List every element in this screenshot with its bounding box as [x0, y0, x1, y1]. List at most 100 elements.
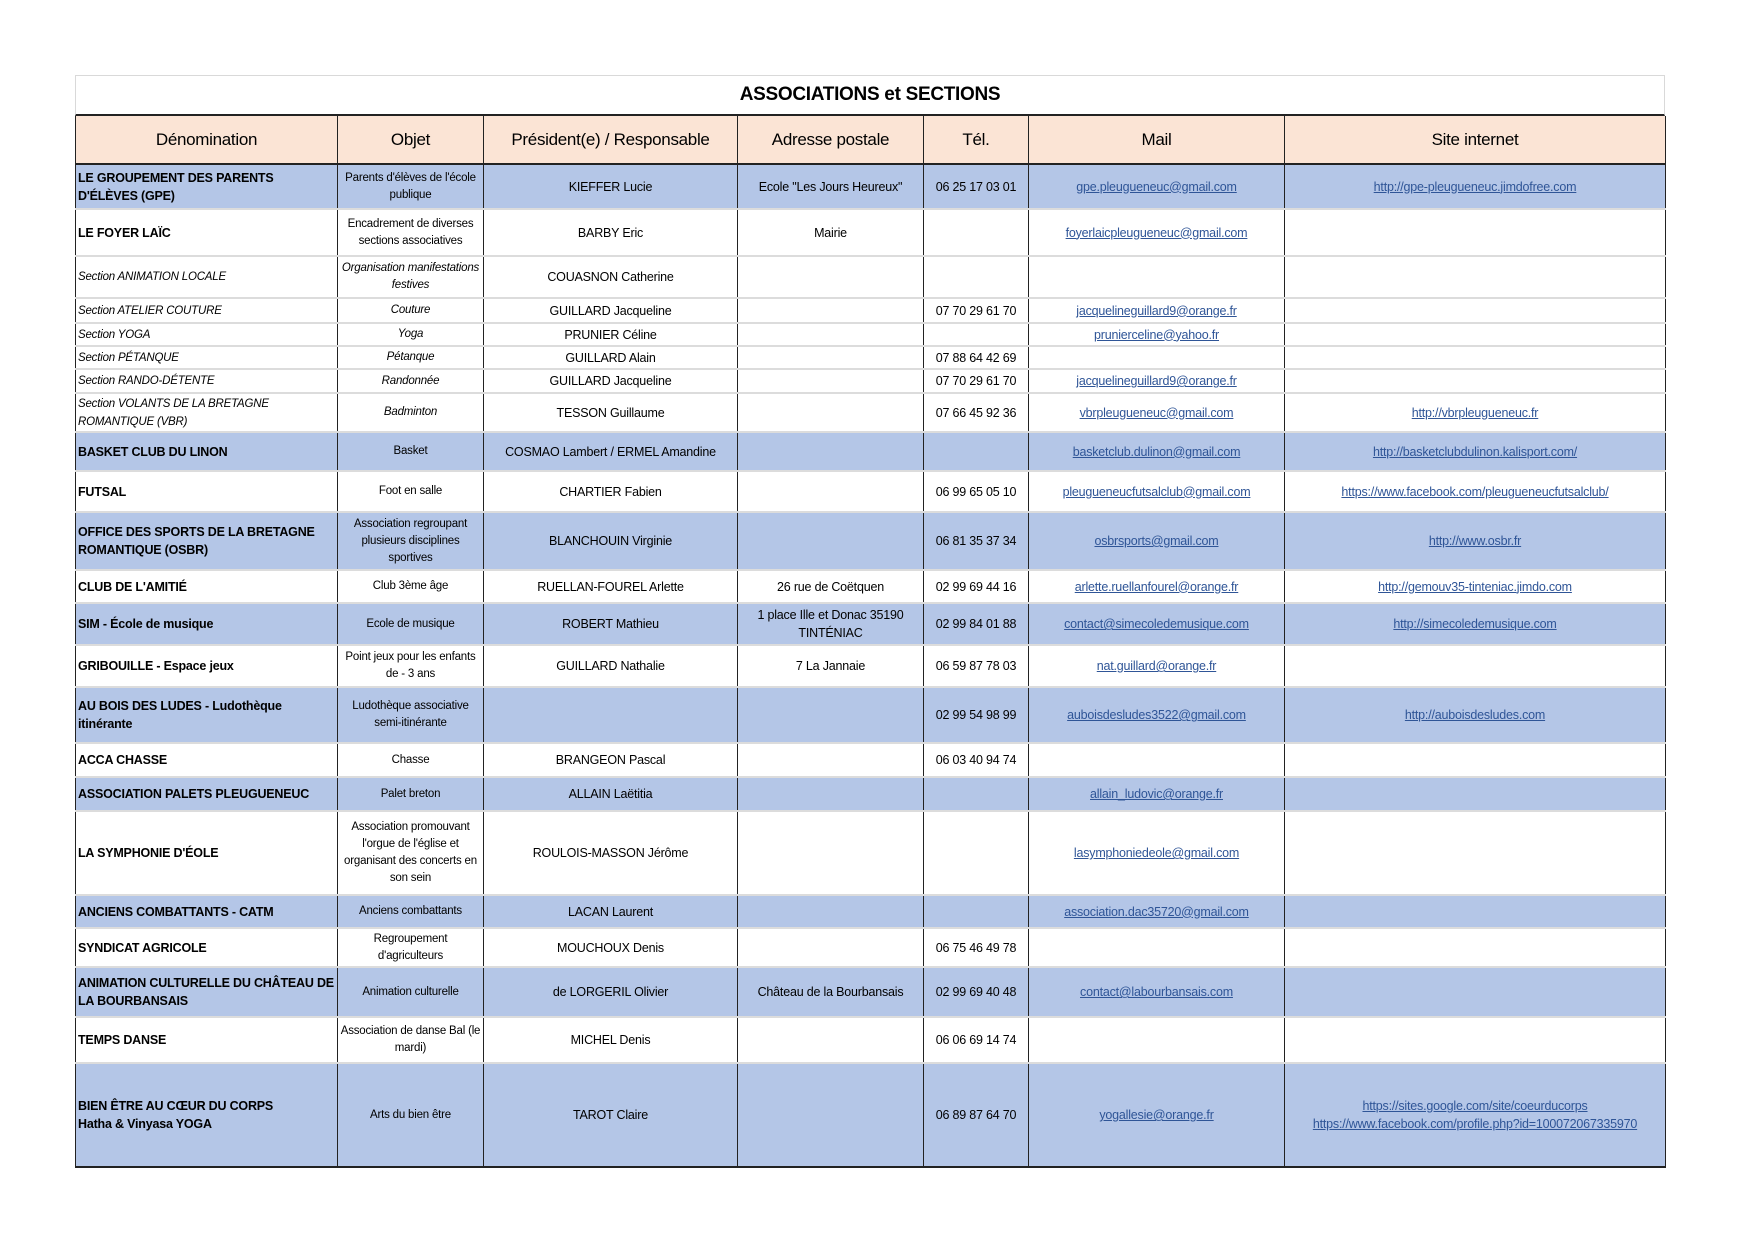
- mail-cell: foyerlaicpleugueneuc@gmail.com: [1028, 209, 1285, 257]
- mail-cell: gpe.pleugueneuc@gmail.com: [1028, 164, 1285, 210]
- mail-link[interactable]: allain_ludovic@orange.fr: [1090, 787, 1223, 801]
- table-row: ANIMATION CULTURELLE DU CHÂTEAU DE LA BO…: [75, 967, 1666, 1018]
- adresse-cell: [737, 346, 924, 370]
- denomination-cell: Section PÉTANQUE: [75, 346, 338, 370]
- site-cell: http://simecoledemusique.com: [1284, 603, 1666, 646]
- adresse-cell: [737, 369, 924, 394]
- objet-cell: Ecole de musique: [337, 603, 484, 646]
- president-cell: LACAN Laurent: [483, 895, 738, 929]
- president-cell: CHARTIER Fabien: [483, 471, 738, 513]
- table-row: LE GROUPEMENT DES PARENTS D'ÉLÈVES (GPE)…: [75, 164, 1666, 210]
- site-cell: http://gemouv35-tinteniac.jimdo.com: [1284, 570, 1666, 604]
- website-link[interactable]: http://vbrpleugueneuc.fr: [1411, 405, 1539, 420]
- president-cell: TAROT Claire: [483, 1063, 738, 1168]
- table-row: Section ATELIER COUTURE Couture GUILLARD J…: [75, 298, 1666, 324]
- site-cell: [1284, 346, 1666, 370]
- denomination-cell: Section ANIMATION LOCALE: [75, 256, 338, 299]
- mail-cell: [1028, 346, 1285, 370]
- mail-link[interactable]: jacquelineguillard9@orange.fr: [1076, 303, 1237, 318]
- tel-cell: 06 03 40 94 74: [923, 743, 1029, 778]
- website-link[interactable]: https://sites.google.com/site/coeurducor…: [1312, 1099, 1638, 1131]
- table-row: AU BOIS DES LUDES - Ludothèque itinérant…: [75, 687, 1666, 744]
- site-cell: http://basketclubdulinon.kalisport.com/: [1284, 432, 1666, 472]
- mail-link[interactable]: lasymphoniedeole@gmail.com: [1073, 846, 1240, 860]
- site-cell: https://www.facebook.com/pleugueneucfuts…: [1284, 471, 1666, 513]
- mail-link[interactable]: yogallesie@orange.fr: [1099, 1108, 1214, 1122]
- denomination-cell: ASSOCIATION PALETS PLEUGUENEUC: [75, 777, 338, 812]
- denomination-cell: CLUB DE L'AMITIÉ: [75, 570, 338, 604]
- adresse-cell: [737, 777, 924, 812]
- president-cell: BRANGEON Pascal: [483, 743, 738, 778]
- objet-cell: Association de danse Bal (le mardi): [337, 1017, 484, 1064]
- denomination-cell: ANCIENS COMBATTANTS - CATM: [75, 895, 338, 929]
- objet-cell: Basket: [337, 432, 484, 472]
- president-cell: GUILLARD Alain: [483, 346, 738, 370]
- president-cell: COUASNON Catherine: [483, 256, 738, 299]
- mail-link[interactable]: arlette.ruellanfourel@orange.fr: [1074, 579, 1239, 594]
- mail-link[interactable]: nat.guillard@orange.fr: [1096, 659, 1217, 673]
- objet-cell: Arts du bien être: [337, 1063, 484, 1168]
- mail-cell: association.dac35720@gmail.com: [1028, 895, 1285, 929]
- tel-cell: 07 66 45 92 36: [923, 393, 1029, 433]
- president-cell: [483, 687, 738, 744]
- mail-cell: yogallesie@orange.fr: [1028, 1063, 1285, 1168]
- objet-cell: Regroupement d'agriculteurs: [337, 928, 484, 968]
- mail-link[interactable]: prunierceline@yahoo.fr: [1093, 327, 1220, 342]
- president-cell: de LORGERIL Olivier: [483, 967, 738, 1018]
- denomination-cell: GRIBOUILLE - Espace jeux: [75, 645, 338, 688]
- website-link[interactable]: http://simecoledemusique.com: [1393, 617, 1557, 631]
- denomination-cell: SIM - École de musique: [75, 603, 338, 646]
- mail-cell: lasymphoniedeole@gmail.com: [1028, 811, 1285, 896]
- objet-cell: Palet breton: [337, 777, 484, 812]
- page-title: ASSOCIATIONS et SECTIONS: [75, 75, 1665, 116]
- adresse-cell: [737, 895, 924, 929]
- objet-cell: Parents d'élèves de l'école publique: [337, 164, 484, 210]
- table-row: LA SYMPHONIE D'ÉOLE Association promouvan…: [75, 811, 1666, 896]
- mail-cell: vbrpleugueneuc@gmail.com: [1028, 393, 1285, 433]
- mail-link[interactable]: gpe.pleugueneuc@gmail.com: [1076, 179, 1237, 194]
- site-cell: [1284, 256, 1666, 299]
- adresse-cell: [737, 928, 924, 968]
- website-link[interactable]: http://www.osbr.fr: [1428, 534, 1522, 548]
- website-link[interactable]: http://gemouv35-tinteniac.jimdo.com: [1378, 579, 1572, 594]
- website-link[interactable]: http://auboisdesludes.com: [1404, 708, 1546, 722]
- denomination-cell: AU BOIS DES LUDES - Ludothèque itinérant…: [75, 687, 338, 744]
- adresse-cell: [737, 323, 924, 347]
- mail-cell: arlette.ruellanfourel@orange.fr: [1028, 570, 1285, 604]
- adresse-cell: [737, 471, 924, 513]
- adresse-cell: [737, 512, 924, 571]
- mail-link[interactable]: jacquelineguillard9@orange.fr: [1076, 374, 1237, 388]
- mail-link[interactable]: foyerlaicpleugueneuc@gmail.com: [1065, 225, 1248, 240]
- adresse-cell: Ecole "Les Jours Heureux": [737, 164, 924, 210]
- site-cell: [1284, 298, 1666, 324]
- mail-link[interactable]: basketclub.dulinon@gmail.com: [1072, 444, 1241, 459]
- adresse-cell: [737, 1017, 924, 1064]
- objet-cell: Club 3ème âge: [337, 570, 484, 604]
- mail-link[interactable]: osbrsports@gmail.com: [1094, 534, 1219, 548]
- denomination-cell: Section ATELIER COUTURE: [75, 298, 338, 324]
- tel-cell: [923, 323, 1029, 347]
- column-header-tel: Tél.: [923, 116, 1029, 165]
- objet-cell: Encadrement de diverses sections associa…: [337, 209, 484, 257]
- denomination-cell: BIEN ÊTRE AU CŒUR DU CORPS Hatha & Vinya…: [75, 1063, 338, 1168]
- objet-cell: Animation culturelle: [337, 967, 484, 1018]
- mail-cell: [1028, 256, 1285, 299]
- mail-cell: jacquelineguillard9@orange.fr: [1028, 369, 1285, 394]
- tel-cell: 07 70 29 61 70: [923, 298, 1029, 324]
- website-link[interactable]: https://www.facebook.com/pleugueneucfuts…: [1341, 484, 1609, 499]
- adresse-cell: [737, 1063, 924, 1168]
- mail-link[interactable]: auboisdesludes3522@gmail.com: [1067, 708, 1246, 722]
- site-cell: [1284, 743, 1666, 778]
- website-link[interactable]: http://gpe-pleugueneuc.jimdofree.com: [1373, 179, 1577, 194]
- mail-link[interactable]: contact@simecoledemusique.com: [1064, 617, 1249, 631]
- site-cell: [1284, 645, 1666, 688]
- website-link[interactable]: http://basketclubdulinon.kalisport.com/: [1372, 444, 1578, 459]
- mail-link[interactable]: contact@labourbansais.com: [1080, 985, 1233, 999]
- mail-link[interactable]: vbrpleugueneuc@gmail.com: [1079, 405, 1234, 420]
- tel-cell: 07 70 29 61 70: [923, 369, 1029, 394]
- mail-link[interactable]: pleugueneucfutsalclub@gmail.com: [1062, 484, 1251, 499]
- objet-cell: Foot en salle: [337, 471, 484, 513]
- associations-table: Dénomination Objet Président(e) / Respon…: [75, 116, 1666, 1168]
- mail-link[interactable]: association.dac35720@gmail.com: [1064, 904, 1249, 919]
- president-cell: ROBERT Mathieu: [483, 603, 738, 646]
